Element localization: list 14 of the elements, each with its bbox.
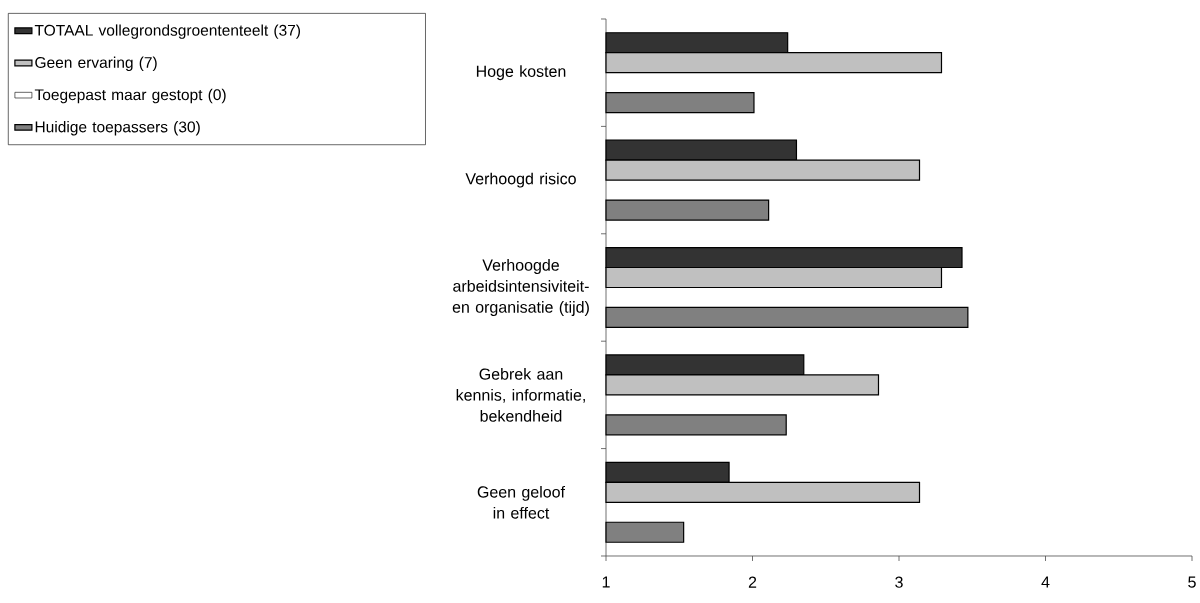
legend-label: Toegepast maar gestopt (0) [34, 88, 226, 104]
x-tick-label: 4 [1041, 576, 1050, 588]
legend-label: Geen ervaring (7) [35, 56, 157, 72]
x-tick-label: 3 [895, 576, 903, 588]
y-tick-label: Geen geloof in effect [477, 485, 566, 519]
legend-label: Huidige toepassers (30) [35, 121, 200, 136]
y-tick-label: Hoge kosten [476, 65, 566, 81]
x-tick-label: 2 [748, 576, 757, 588]
x-tick-label: 1 [602, 576, 610, 588]
y-tick-label: Gebrek aan kennis, informatie, bekendheid [456, 368, 585, 422]
legend-label: TOTAAL vollegrondsgroententeelt (37) [34, 24, 301, 39]
y-tick-label: Verhoogd risico [465, 172, 576, 188]
y-tick-label: Verhoogde arbeidsintensiviteit- en organisatie (tijd) [452, 259, 589, 316]
x-tick-label: 5 [1188, 576, 1196, 588]
